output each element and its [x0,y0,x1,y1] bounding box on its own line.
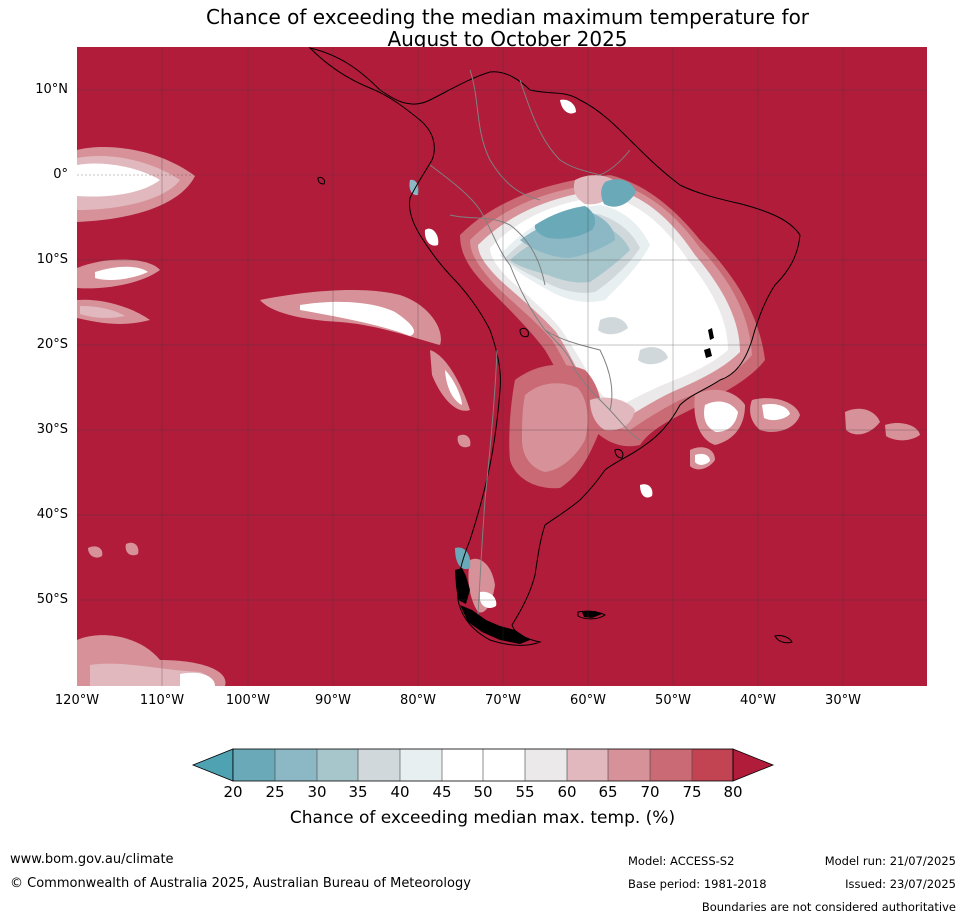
lat-label-40s: 40°S [36,507,68,522]
footer-issued: Issued: 23/07/2025 [845,877,956,891]
colorbar-tick-25: 25 [265,783,285,801]
map-title-line1: Chance of exceeding the median maximum t… [205,5,810,29]
uruguay-patch [590,397,635,431]
lagoa-dos-patos [614,449,624,459]
colorbar-tick-30: 30 [307,783,327,801]
south-america-coastline [308,47,801,646]
footer-website[interactable]: www.bom.gov.au/climate [10,852,174,867]
footer-model-run: Model run: 21/07/2025 [824,854,956,868]
pacific-tongue-50 [77,163,160,197]
south-atlantic-patch-3 [845,408,880,435]
lat-label-30s: 30°S [36,422,68,437]
lon-label-70w: 70°W [485,693,521,708]
country-borders [429,69,641,616]
lat-label-50s: 50°S [36,592,68,607]
lat-label-10s: 10°S [36,252,68,267]
lon-label-90w: 90°W [315,693,351,708]
amazon-field-20 [534,206,596,239]
amazon-north-patch-low [601,179,636,207]
argentina-field-65 [522,383,588,472]
colorbar-tick-35: 35 [348,783,368,801]
lon-label-120w: 120°W [54,693,100,708]
colorbar-tick-20: 20 [223,783,243,801]
graticule [77,47,927,686]
falkland-islands [577,610,606,620]
lon-label-60w: 60°W [570,693,606,708]
colorbar-tick-65: 65 [598,783,618,801]
probability-fields [77,99,920,686]
lon-label-110w: 110°W [139,693,185,708]
colorbar-tick-55: 55 [515,783,535,801]
coastlines [308,47,801,646]
map-title-line2: August to October 2025 [387,27,628,51]
lon-label-80w: 80°W [400,693,436,708]
colorbar-tick-60: 60 [557,783,577,801]
lake-titicaca [519,327,529,338]
colorbar-tick-80: 80 [723,783,743,801]
colorbar-tick-75: 75 [682,783,702,801]
colorbar-tick-40: 40 [390,783,410,801]
lon-label-50w: 50°W [655,693,691,708]
colorbar-tick-50: 50 [473,783,493,801]
coast-details [455,328,714,644]
south-atlantic-patch-4 [885,423,920,441]
galapagos [317,177,325,185]
map-background [77,47,927,686]
colorbar-title: Chance of exceeding median max. temp. (%… [289,808,676,828]
footer-disclaimer: Boundaries are not considered authoritat… [701,900,956,914]
lon-label-40w: 40°W [740,693,776,708]
lat-label-20s: 20°S [36,337,68,352]
colorbar-tick-45: 45 [432,783,452,801]
footer-base-period: Base period: 1981-2018 [628,877,767,891]
lat-label-0: 0° [53,167,68,182]
footer-copyright: © Commonwealth of Australia 2025, Austra… [10,876,471,891]
lon-label-100w: 100°W [225,693,271,708]
colorbar-tick-70: 70 [640,783,660,801]
lat-label-10n: 10°N [35,82,68,97]
lon-label-30w: 30°W [825,693,861,708]
footer-model: Model: ACCESS-S2 [628,854,735,868]
south-georgia [774,635,793,644]
